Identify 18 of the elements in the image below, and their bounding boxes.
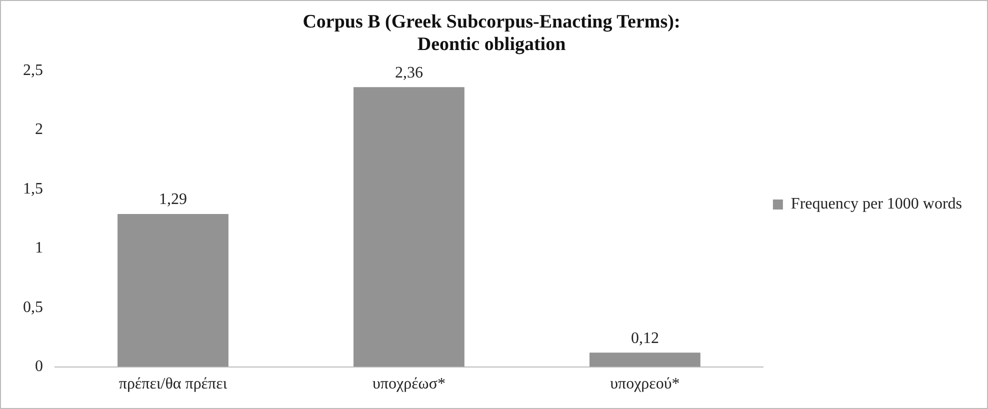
text: Deontic obligation <box>417 34 566 56</box>
bar <box>589 352 700 367</box>
y-tick-label: 2 <box>35 121 43 138</box>
x-tick-label: υποχρέωσ* <box>372 376 446 393</box>
bar <box>118 214 228 367</box>
data-label: 0,12 <box>630 330 659 347</box>
x-tick-label: πρέπει/θα πρέπει <box>118 376 228 393</box>
x-tick-label: υποχρεού* <box>610 376 680 393</box>
y-tick-label: 0,5 <box>23 298 43 316</box>
data-label: 2,36 <box>394 64 423 82</box>
y-tick-label: 1 <box>35 240 43 257</box>
y-tick-label: 1,5 <box>23 180 43 198</box>
data-label: 1,29 <box>158 191 187 208</box>
y-tick-label: 2,5 <box>23 62 43 79</box>
legend-label: Frequency per 1000 words <box>790 196 962 213</box>
y-tick-label: 0 <box>35 358 43 376</box>
bar <box>354 87 464 367</box>
text: Corpus B (Greek Subcorpus-Enacting Terms): <box>302 11 680 32</box>
